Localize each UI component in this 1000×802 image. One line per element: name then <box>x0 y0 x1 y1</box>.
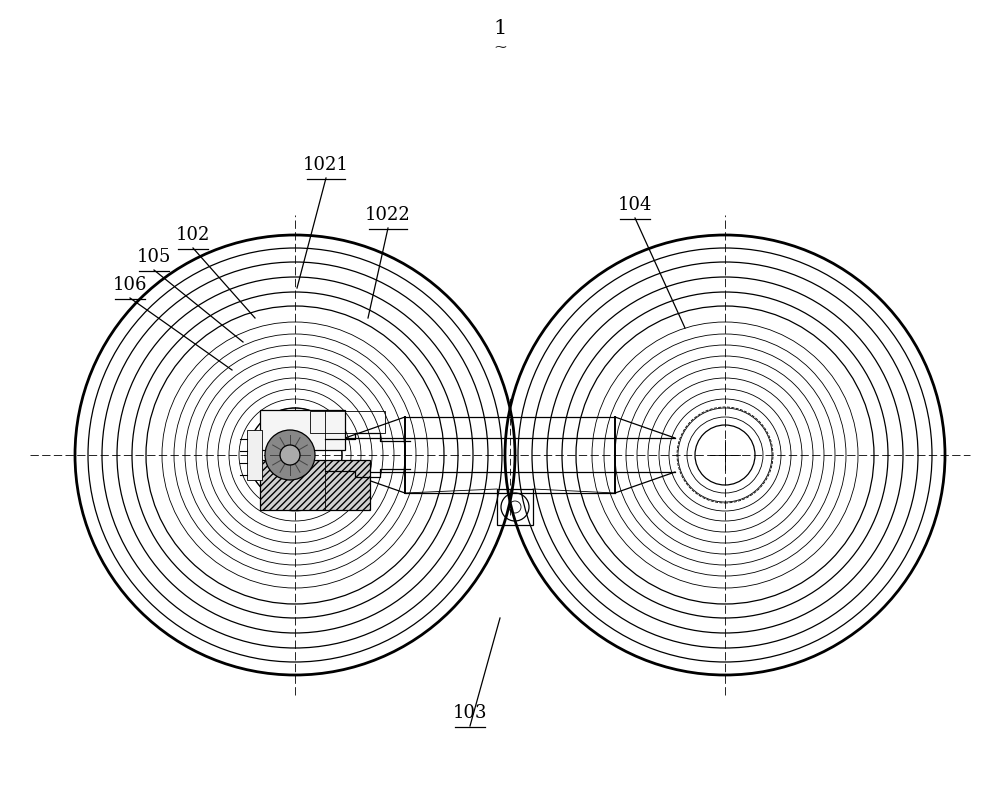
Text: 102: 102 <box>176 226 210 244</box>
Bar <box>260 460 370 510</box>
Circle shape <box>265 430 315 480</box>
Bar <box>260 410 345 450</box>
Text: ~: ~ <box>493 38 507 55</box>
Text: 104: 104 <box>618 196 652 214</box>
Bar <box>247 430 262 480</box>
Circle shape <box>280 445 300 465</box>
Bar <box>310 411 385 433</box>
Text: 1022: 1022 <box>365 206 411 224</box>
Text: 103: 103 <box>453 704 487 722</box>
Text: 106: 106 <box>113 276 147 294</box>
Text: 1021: 1021 <box>303 156 349 174</box>
Bar <box>497 489 533 525</box>
Text: 105: 105 <box>137 248 171 266</box>
Text: 1: 1 <box>493 19 507 38</box>
